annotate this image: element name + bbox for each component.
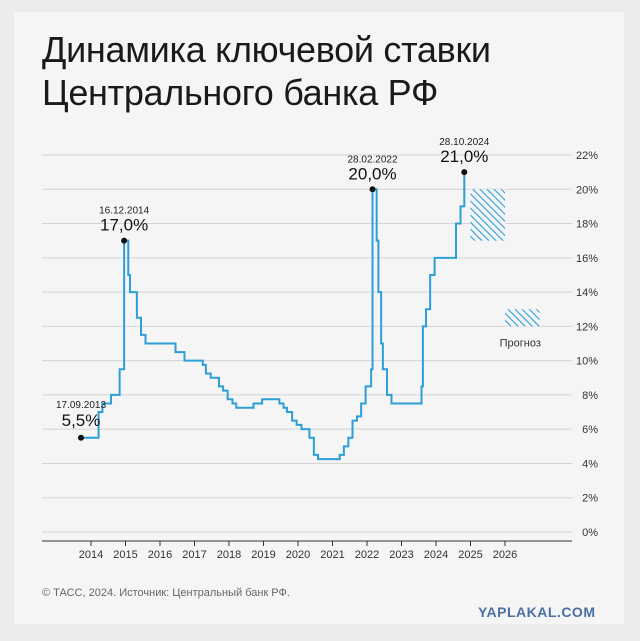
annotation-value: 17,0% [100,216,148,235]
x-tick-label: 2026 [493,549,517,561]
x-tick-label: 2020 [286,549,310,561]
x-axis-ticks: 2014 2015 2016 2017 2018 2019 2020 2021 2022 2023… [42,540,572,561]
x-tick-label: 2023 [389,549,413,561]
annotation-date: 28.02.2022 [347,154,397,165]
annotation-value: 20,0% [348,164,396,183]
y-tick-label: 10% [576,356,598,368]
y-tick-label: 8% [582,390,598,402]
annotation-dot [77,434,84,441]
y-tick-label: 6% [582,424,598,436]
rate-line [80,171,467,461]
forecast-range [470,189,505,241]
watermark: YAPLAKAL.COM [478,604,596,620]
y-tick-label: 14% [576,287,598,299]
annotations: 17.09.20135,5%16.12.201417,0%28.02.20222… [56,137,490,441]
y-tick-label: 2% [582,493,598,505]
annotation-dot [121,237,128,244]
annotation-date: 17.09.2013 [56,400,106,411]
x-tick-label: 2016 [148,549,172,561]
y-axis-ticks: 0% 2% 4% 6% 8% 10% 12% 14% 16% 18% 20% 22% [576,150,598,539]
x-tick-label: 2017 [182,549,206,561]
x-tick-label: 2025 [458,549,482,561]
y-tick-label: 16% [576,253,598,265]
forecast-label: Прогноз [500,337,541,349]
source-footer: © ТАСС, 2024. Источник: Центральный банк… [42,587,290,599]
y-tick-label: 20% [576,184,598,196]
y-tick-label: 22% [576,150,598,162]
page-title: Динамика ключевой ставки Центрального ба… [42,28,602,114]
x-tick-label: 2019 [251,549,275,561]
x-tick-label: 2018 [217,549,241,561]
x-tick-label: 2014 [79,549,103,561]
y-tick-label: 12% [576,321,598,333]
y-tick-label: 0% [582,527,598,539]
annotation-value: 21,0% [440,147,488,166]
title-line-2: Центрального банка РФ [42,72,439,113]
y-tick-label: 4% [582,458,598,470]
x-tick-label: 2021 [320,549,344,561]
y-tick-label: 18% [576,219,598,231]
annotation-value: 5,5% [62,411,101,430]
x-tick-label: 2015 [113,549,137,561]
annotation-dot [369,186,376,193]
forecast-area: Прогноз [470,189,541,349]
x-tick-label: 2024 [424,549,448,561]
annotation-dot [461,169,468,176]
annotation-date: 16.12.2014 [99,206,149,217]
annotation-date: 28.10.2024 [439,137,489,148]
rate-step-line [80,171,467,461]
forecast-range [505,309,540,327]
x-tick-label: 2022 [355,549,379,561]
title-line-1: Динамика ключевой ставки [42,29,491,70]
